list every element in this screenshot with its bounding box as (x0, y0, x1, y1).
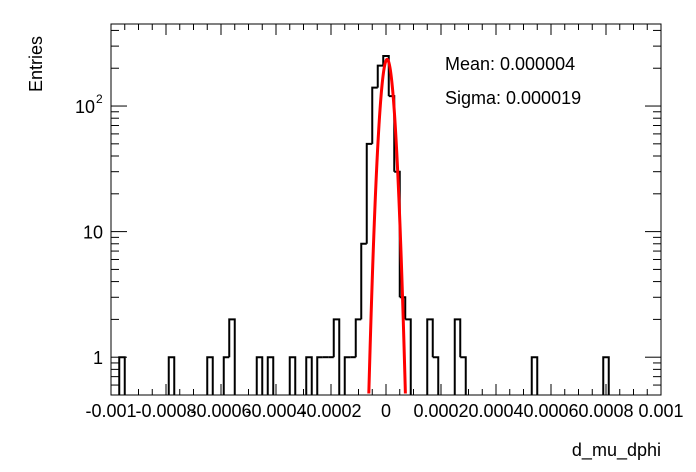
y-tick-label: 10 (83, 223, 103, 243)
histogram-bin (228, 318, 236, 395)
x-tick-label: -0.0004 (245, 401, 306, 421)
x-tick-label: 0.0004 (468, 401, 523, 421)
histogram-bin (118, 356, 126, 395)
y-axis-title: Entries (26, 36, 46, 92)
histogram-bin (405, 318, 412, 395)
x-tick-label: 0.001 (638, 401, 683, 421)
x-tick-label: -0.001 (85, 401, 136, 421)
gaussian-fit (367, 57, 407, 394)
histogram-bin (360, 242, 367, 320)
plot-frame (110, 23, 662, 396)
x-tick-label: -0.0008 (135, 401, 196, 421)
histogram-bin (453, 318, 462, 395)
stat-mean: Mean: 0.000004 (445, 54, 575, 74)
histogram-bin (460, 356, 467, 395)
tick-labels: -0.001-0.0008-0.0006-0.0004-0.0002 0 0.000… (75, 92, 684, 421)
histogram-bin (426, 318, 434, 395)
x-tick-label: -0.0002 (300, 401, 361, 421)
x-tick-label: 0.0008 (578, 401, 633, 421)
histogram-bin (222, 356, 230, 395)
histogram-bin (343, 356, 351, 395)
stat-sigma: Sigma: 0.000019 (445, 88, 581, 108)
x-tick-label: 0.0006 (523, 401, 578, 421)
histogram-bin (167, 356, 176, 395)
histogram-bin (332, 318, 341, 395)
histogram-bin (305, 356, 313, 395)
y-tick-label: 10 (75, 97, 95, 117)
histogram-bin (530, 356, 539, 395)
histogram-bin (288, 356, 297, 395)
histogram-bin (206, 356, 214, 395)
histogram-bin (316, 356, 323, 395)
histogram-bin (371, 86, 378, 144)
fit-curve (367, 57, 407, 394)
y-tick-label: 1 (93, 348, 103, 368)
histogram-bin (432, 356, 440, 395)
y-tick-exponent: 2 (96, 92, 103, 106)
histogram-bin (376, 64, 384, 88)
x-axis-title: d_mu_dphi (572, 440, 661, 461)
axis-ticks (110, 24, 662, 396)
histogram-bin (266, 356, 275, 395)
x-tick-label: -0.0006 (190, 401, 251, 421)
x-tick-label: 0.0002 (413, 401, 468, 421)
x-tick-label: 0 (381, 401, 391, 421)
histogram-bin (354, 318, 362, 358)
histogram-bin (365, 142, 373, 244)
histogram-bin (382, 55, 390, 97)
histogram-bin (255, 356, 264, 395)
histogram-bin (602, 356, 610, 395)
